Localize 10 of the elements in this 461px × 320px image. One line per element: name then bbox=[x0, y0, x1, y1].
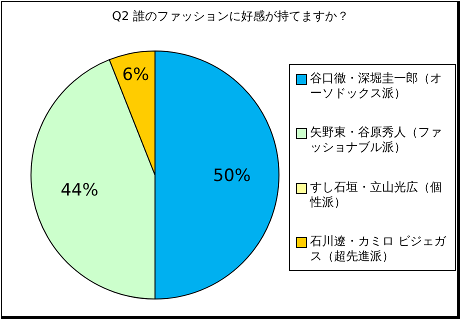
legend-label: すし石垣・立山光広（個性派） bbox=[310, 180, 443, 210]
data-label: 44% bbox=[60, 180, 98, 200]
chart-title: Q2 誰のファッションに好感が持てますか？ bbox=[111, 8, 350, 25]
data-label: 50% bbox=[212, 166, 251, 186]
slice: 50% bbox=[154, 50, 280, 300]
data-label: 6% bbox=[122, 64, 150, 85]
legend-label: 石川遼・カミロ ビジェガス（超先進派） bbox=[310, 234, 448, 264]
slice: 6% bbox=[108, 50, 156, 176]
legend-label: 矢野東・谷原秀人（ファッショナブル派） bbox=[310, 125, 443, 156]
legend-label: 谷口徹・深堀圭一郎（オーソドックス派） bbox=[310, 71, 443, 101]
